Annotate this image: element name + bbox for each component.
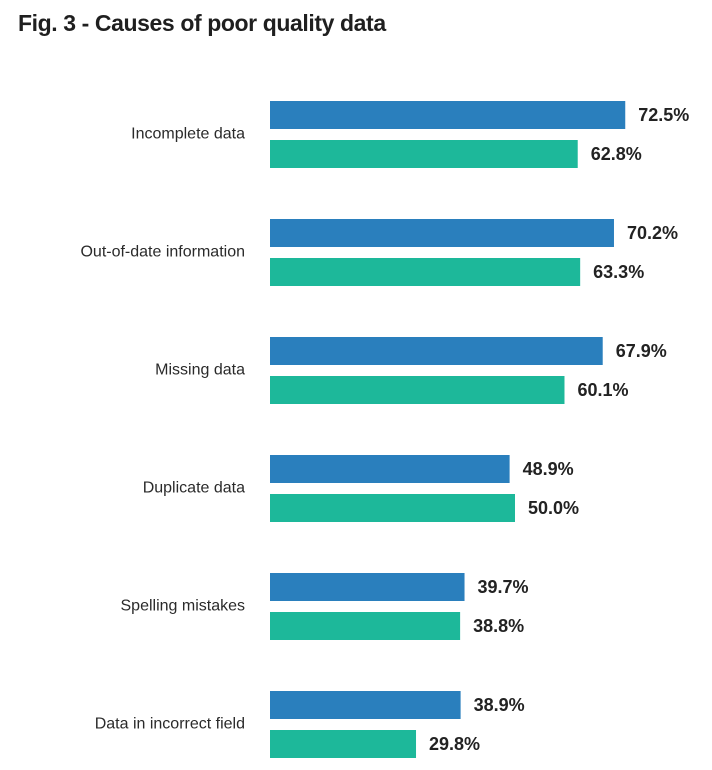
- category-label-missing-data: Missing data: [155, 362, 245, 379]
- bar-data-in-incorrect-field-series-2: [270, 730, 417, 758]
- bar-data-in-incorrect-field-series-1: [270, 691, 461, 719]
- bar-duplicate-data-series-2: [270, 494, 515, 522]
- bar-missing-data-series-1: [270, 337, 603, 365]
- category-label-duplicate-data: Duplicate data: [143, 480, 245, 497]
- category-label-incomplete-data: Incomplete data: [131, 126, 245, 143]
- category-label-spelling-mistakes: Spelling mistakes: [121, 598, 246, 615]
- value-label-duplicate-data-series-2: 50.0%: [528, 498, 579, 518]
- bars: [270, 101, 626, 758]
- value-label-missing-data-series-2: 60.1%: [577, 380, 628, 400]
- chart-title: Fig. 3 - Causes of poor quality data: [18, 10, 386, 36]
- value-label-data-in-incorrect-field-series-2: 29.8%: [429, 734, 480, 754]
- bar-spelling-mistakes-series-2: [270, 612, 461, 640]
- value-label-missing-data-series-1: 67.9%: [616, 341, 667, 361]
- category-label-out-of-date-information: Out-of-date information: [80, 244, 245, 261]
- bar-incomplete-data-series-1: [270, 101, 626, 129]
- value-label-spelling-mistakes-series-2: 38.8%: [473, 616, 524, 636]
- category-labels: Incomplete data Out-of-date information Mi…: [80, 126, 245, 733]
- bar-out-of-date-information-series-2: [270, 258, 581, 286]
- value-label-out-of-date-information-series-2: 63.3%: [593, 262, 644, 282]
- value-label-spelling-mistakes-series-1: 39.7%: [478, 577, 529, 597]
- category-label-data-in-incorrect-field: Data in incorrect field: [95, 716, 245, 733]
- bar-duplicate-data-series-1: [270, 455, 510, 483]
- value-label-duplicate-data-series-1: 48.9%: [523, 459, 574, 479]
- value-labels: 72.5% 62.8% 70.2% 63.3% 67.9% 60.1% 48.9% 50.0%…: [429, 105, 689, 754]
- value-label-out-of-date-information-series-1: 70.2%: [627, 223, 678, 243]
- value-label-incomplete-data-series-1: 72.5%: [638, 105, 689, 125]
- value-label-data-in-incorrect-field-series-1: 38.9%: [474, 695, 525, 715]
- bar-spelling-mistakes-series-1: [270, 573, 465, 601]
- bar-incomplete-data-series-2: [270, 140, 578, 168]
- bar-missing-data-series-2: [270, 376, 565, 404]
- bar-out-of-date-information-series-1: [270, 219, 614, 247]
- value-label-incomplete-data-series-2: 62.8%: [591, 144, 642, 164]
